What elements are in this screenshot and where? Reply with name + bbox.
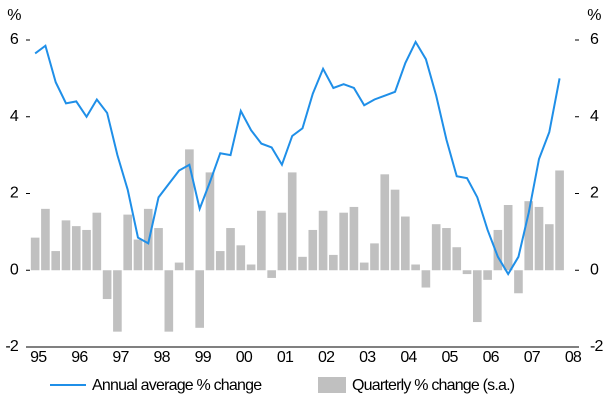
bar bbox=[164, 270, 174, 332]
legend-label: Quarterly % change (s.a.) bbox=[352, 377, 515, 394]
bar bbox=[246, 264, 256, 271]
x-tick-label: 98 bbox=[154, 349, 171, 366]
bar bbox=[195, 270, 204, 328]
bar bbox=[30, 237, 40, 271]
bar bbox=[51, 251, 61, 271]
bar bbox=[318, 210, 328, 271]
legend-label: Annual average % change bbox=[92, 377, 262, 394]
x-tick-label: 95 bbox=[30, 349, 47, 366]
x-tick-label: 06 bbox=[483, 349, 500, 366]
bar bbox=[82, 229, 91, 271]
y-tick-label: 2 bbox=[10, 185, 19, 202]
y2-tick-label: -2 bbox=[590, 338, 604, 355]
y2-tick-label: 2 bbox=[590, 185, 599, 202]
y2-tick-label: 4 bbox=[590, 108, 599, 125]
bar bbox=[185, 149, 194, 271]
bar bbox=[236, 245, 246, 271]
bar bbox=[411, 264, 420, 271]
bar bbox=[113, 270, 122, 332]
bar bbox=[41, 208, 50, 271]
bar bbox=[329, 254, 338, 271]
x-tick-label: 00 bbox=[236, 349, 253, 366]
bar bbox=[514, 270, 523, 294]
bar bbox=[503, 205, 513, 271]
bar bbox=[215, 251, 225, 271]
y2-unit: % bbox=[587, 7, 601, 24]
bar bbox=[370, 243, 379, 271]
bar bbox=[401, 216, 410, 271]
line bbox=[34, 39, 561, 277]
bar bbox=[359, 262, 369, 271]
bar bbox=[534, 206, 544, 271]
bar bbox=[472, 270, 482, 323]
bar bbox=[205, 172, 215, 271]
bar bbox=[483, 270, 492, 280]
y-tick-label: 0 bbox=[10, 261, 19, 278]
x-tick-label: 01 bbox=[277, 349, 294, 366]
bar bbox=[421, 270, 431, 288]
y-tick-label: -2 bbox=[5, 338, 19, 355]
bar bbox=[524, 201, 534, 271]
y2-tick-label: 0 bbox=[590, 261, 599, 278]
bar bbox=[154, 228, 163, 271]
bar bbox=[123, 214, 133, 271]
y-tick-label: 6 bbox=[10, 31, 19, 48]
legend-swatch bbox=[318, 377, 346, 393]
bar bbox=[390, 189, 400, 271]
x-tick-label: 08 bbox=[565, 349, 582, 366]
bar bbox=[226, 228, 235, 271]
bar bbox=[102, 270, 112, 300]
y2-tick-label: 6 bbox=[590, 31, 599, 48]
bar bbox=[257, 210, 266, 271]
x-tick-label: 07 bbox=[524, 349, 541, 366]
bar bbox=[71, 226, 81, 271]
bar bbox=[133, 239, 143, 271]
bar bbox=[452, 247, 462, 271]
bar bbox=[287, 172, 297, 271]
y-tick-label: 4 bbox=[10, 108, 19, 125]
bar bbox=[442, 228, 451, 271]
bar bbox=[92, 212, 102, 271]
bar bbox=[555, 170, 564, 271]
bar bbox=[298, 256, 307, 271]
x-tick-label: 03 bbox=[359, 349, 376, 366]
bar bbox=[308, 229, 318, 271]
x-tick-label: 04 bbox=[400, 349, 417, 366]
y-unit: % bbox=[7, 7, 21, 24]
bar bbox=[493, 229, 503, 271]
bar bbox=[61, 220, 71, 271]
bar bbox=[267, 270, 276, 278]
bar bbox=[431, 224, 441, 271]
x-tick-label: 97 bbox=[112, 349, 129, 366]
bar bbox=[349, 206, 359, 271]
x-tick-label: 96 bbox=[71, 349, 88, 366]
bar bbox=[380, 174, 390, 271]
bar bbox=[277, 212, 287, 271]
bar bbox=[339, 212, 348, 271]
x-tick-label: 02 bbox=[318, 349, 335, 366]
bar bbox=[174, 262, 184, 271]
bar bbox=[544, 224, 554, 271]
x-tick-label: 05 bbox=[441, 349, 458, 366]
bar bbox=[462, 270, 472, 275]
x-tick-label: 99 bbox=[195, 349, 212, 366]
